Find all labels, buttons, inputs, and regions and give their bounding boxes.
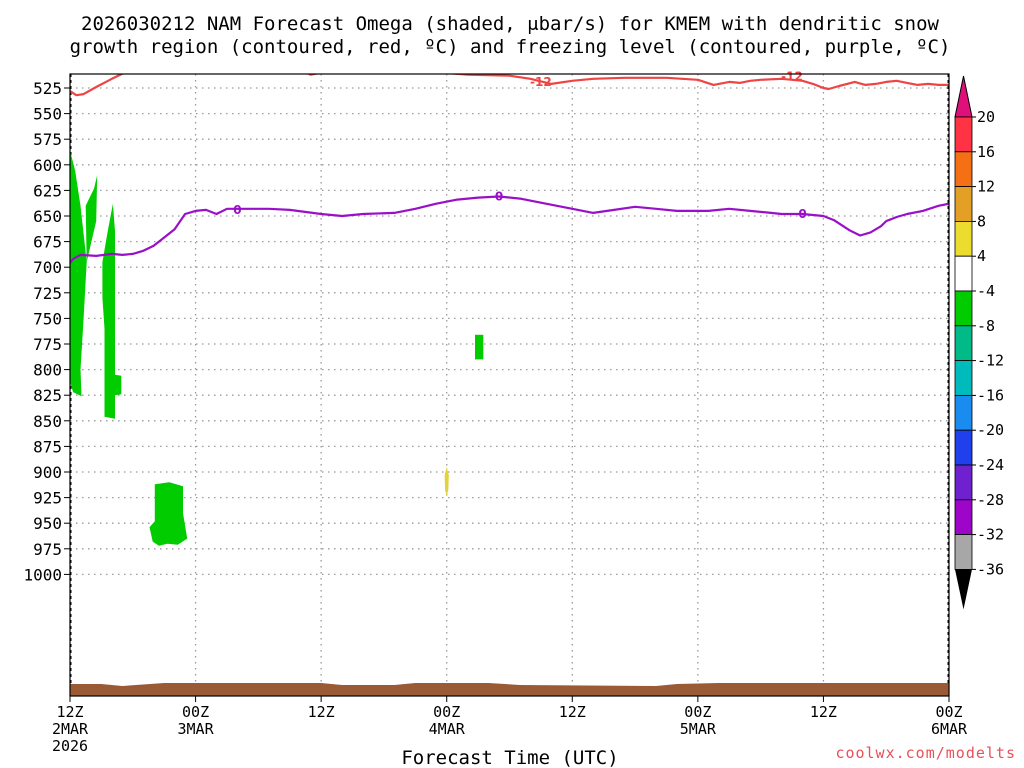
y-tick-label: 775 xyxy=(33,335,62,354)
colorbar-label: -32 xyxy=(977,526,1004,544)
x-tick-label: 2026 xyxy=(52,737,88,755)
contour-labels: -12 -12 0 0 0 xyxy=(233,70,806,221)
credit-text: coolwx.com/modelts xyxy=(835,744,1016,762)
y-tick-label: 600 xyxy=(33,156,62,175)
y-tick-label: 1000 xyxy=(23,565,62,584)
dgz-contour-line xyxy=(70,74,949,97)
colorbar-bottom-arrow xyxy=(955,569,972,610)
contour-label: -12 xyxy=(781,70,803,84)
y-tick-label: 575 xyxy=(33,130,62,149)
colorbar-swatch xyxy=(954,255,973,292)
x-tick-label: 00Z xyxy=(433,703,460,721)
contours xyxy=(70,74,949,264)
omega-shaded-region xyxy=(102,203,122,419)
omega-shading xyxy=(70,150,484,546)
contour-label: -12 xyxy=(530,75,552,89)
y-tick-label: 850 xyxy=(33,412,62,431)
y-tick-label: 750 xyxy=(33,309,62,328)
y-tick-label: 675 xyxy=(33,233,62,252)
y-tick-label: 975 xyxy=(33,540,62,559)
y-tick-label: 950 xyxy=(33,514,62,533)
omega-shaded-region xyxy=(70,150,87,397)
x-tick-label: 00Z xyxy=(935,703,962,721)
chart-title-line1: 2026030212 NAM Forecast Omega (shaded, μ… xyxy=(81,13,939,35)
colorbar-label: -4 xyxy=(977,282,995,300)
colorbar-swatch xyxy=(954,290,973,327)
freezing-level-contour-line xyxy=(70,195,949,264)
y-tick-label: 900 xyxy=(33,463,62,482)
colorbar-label: -28 xyxy=(977,491,1004,509)
colorbar-label: 8 xyxy=(977,212,986,230)
colorbar-label: -36 xyxy=(977,560,1004,578)
y-axis: 525 550 575 600 625 650 675 700 725 750 775 800 825 8… xyxy=(23,79,70,584)
y-tick-label: 800 xyxy=(33,361,62,380)
y-tick-label: 625 xyxy=(33,181,62,200)
x-tick-label: 00Z xyxy=(182,703,209,721)
colorbar-label: 12 xyxy=(977,178,995,196)
x-tick-label: 5MAR xyxy=(680,720,717,738)
chart-title-line2: growth region (contoured, red, ºC) and f… xyxy=(70,36,951,58)
colorbar-swatch xyxy=(954,220,973,257)
colorbar-swatch xyxy=(954,325,973,361)
colorbar-label: -24 xyxy=(977,456,1004,474)
x-tick-label: 2MAR xyxy=(52,720,89,738)
contour-label: 0 xyxy=(495,190,503,204)
y-tick-label: 875 xyxy=(33,437,62,456)
y-tick-label: 650 xyxy=(33,207,62,226)
omega-shaded-region xyxy=(475,334,484,360)
contour-label: 0 xyxy=(798,207,806,221)
colorbar-swatch xyxy=(954,394,973,431)
omega-shaded-region xyxy=(444,466,449,496)
ground-fill xyxy=(70,683,949,696)
x-tick-label: 12Z xyxy=(56,703,83,721)
colorbar-label: -12 xyxy=(977,352,1004,370)
omega-shaded-region xyxy=(149,482,188,546)
x-tick-label: 12Z xyxy=(559,703,586,721)
y-tick-label: 925 xyxy=(33,489,62,508)
x-tick-label: 3MAR xyxy=(178,720,215,738)
y-tick-label: 550 xyxy=(33,105,62,124)
colorbar-swatch xyxy=(954,116,973,153)
colorbar-label: -8 xyxy=(977,317,995,335)
y-tick-label: 725 xyxy=(33,284,62,303)
omega-shaded-region xyxy=(85,175,98,263)
x-axis-label: Forecast Time (UTC) xyxy=(401,747,618,768)
colorbar: 20 16 12 8 4 -4 -8 -12 -16 -20 -24 -28 -32 -36 xyxy=(954,75,1004,610)
colorbar-swatch xyxy=(954,360,973,396)
colorbar-label: 16 xyxy=(977,143,995,161)
colorbar-swatch xyxy=(954,151,973,188)
x-tick-label: 4MAR xyxy=(429,720,466,738)
y-tick-label: 525 xyxy=(33,79,62,98)
colorbar-swatch xyxy=(954,429,973,466)
plot-grid xyxy=(70,74,949,696)
x-tick-label: 12Z xyxy=(308,703,335,721)
colorbar-top-arrow xyxy=(954,75,973,118)
colorbar-swatch xyxy=(954,186,973,222)
colorbar-swatch xyxy=(954,464,973,501)
colorbar-label: -20 xyxy=(977,421,1004,439)
colorbar-label: 4 xyxy=(977,247,986,265)
x-tick-label: 6MAR xyxy=(931,720,968,738)
contour-label: 0 xyxy=(233,203,241,217)
y-tick-label: 825 xyxy=(33,386,62,405)
colorbar-label: -16 xyxy=(977,386,1004,404)
x-tick-label: 00Z xyxy=(684,703,711,721)
colorbar-label: 20 xyxy=(977,108,995,126)
colorbar-swatch xyxy=(954,534,973,570)
x-tick-label: 12Z xyxy=(810,703,837,721)
plot-frame xyxy=(69,73,950,697)
y-tick-label: 700 xyxy=(33,258,62,277)
colorbar-swatch xyxy=(954,499,973,535)
ground-surface xyxy=(70,683,949,696)
